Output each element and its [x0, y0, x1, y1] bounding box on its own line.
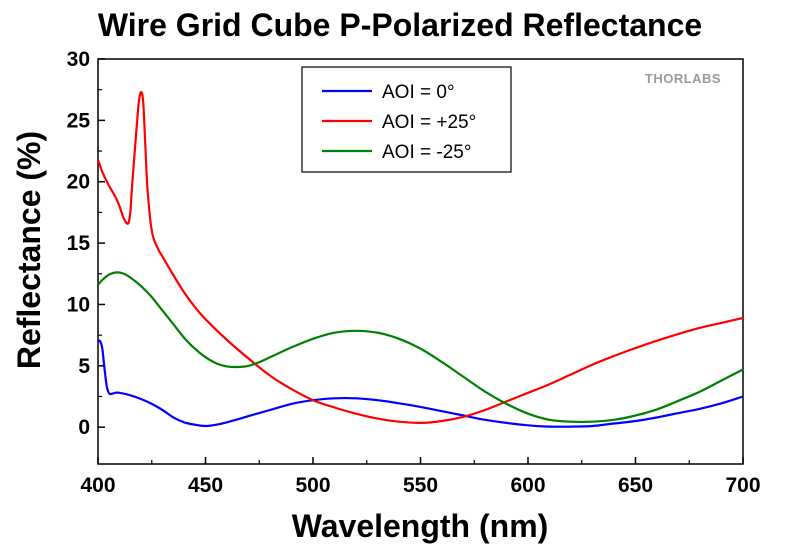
x-tick-label: 450	[188, 474, 223, 497]
y-tick-label: 0	[78, 416, 90, 439]
y-tick-label: 20	[67, 171, 90, 194]
y-tick-label: 5	[78, 355, 90, 378]
x-tick-label: 600	[510, 474, 545, 497]
chart-title: Wire Grid Cube P-Polarized Reflectance	[98, 7, 702, 43]
legend-label: AOI = -25°	[382, 142, 471, 163]
x-tick-label: 650	[618, 474, 653, 497]
x-tick-label: 550	[403, 474, 438, 497]
x-ticks: 400 450 500 550 600 650 700	[80, 457, 761, 497]
series-line	[96, 91, 744, 425]
x-tick-label: 400	[80, 474, 115, 497]
x-tick-label: 500	[295, 474, 330, 497]
x-axis-label: Wavelength (nm)	[292, 508, 549, 544]
legend-box	[301, 66, 512, 173]
y-ticks: 0 5 10 15 20 25 30	[67, 48, 105, 439]
y-axis-label: Reflectance (%)	[11, 131, 47, 369]
thorlabs-logo: THORLABS	[645, 71, 721, 86]
series-line	[97, 339, 744, 428]
series-line	[97, 271, 744, 424]
y-tick-label: 30	[67, 48, 90, 71]
series-lines	[96, 91, 744, 428]
y-tick-label: 25	[67, 109, 91, 132]
legend-label: AOI = 0°	[382, 82, 455, 103]
x-tick-label: 700	[725, 474, 760, 497]
watermark-text: THORLABS	[645, 71, 721, 86]
legend: AOI = 0° AOI = +25° AOI = -25°	[301, 66, 512, 173]
y-tick-label: 10	[67, 293, 90, 316]
legend-label: AOI = +25°	[382, 112, 476, 133]
y-tick-label: 15	[67, 232, 91, 255]
